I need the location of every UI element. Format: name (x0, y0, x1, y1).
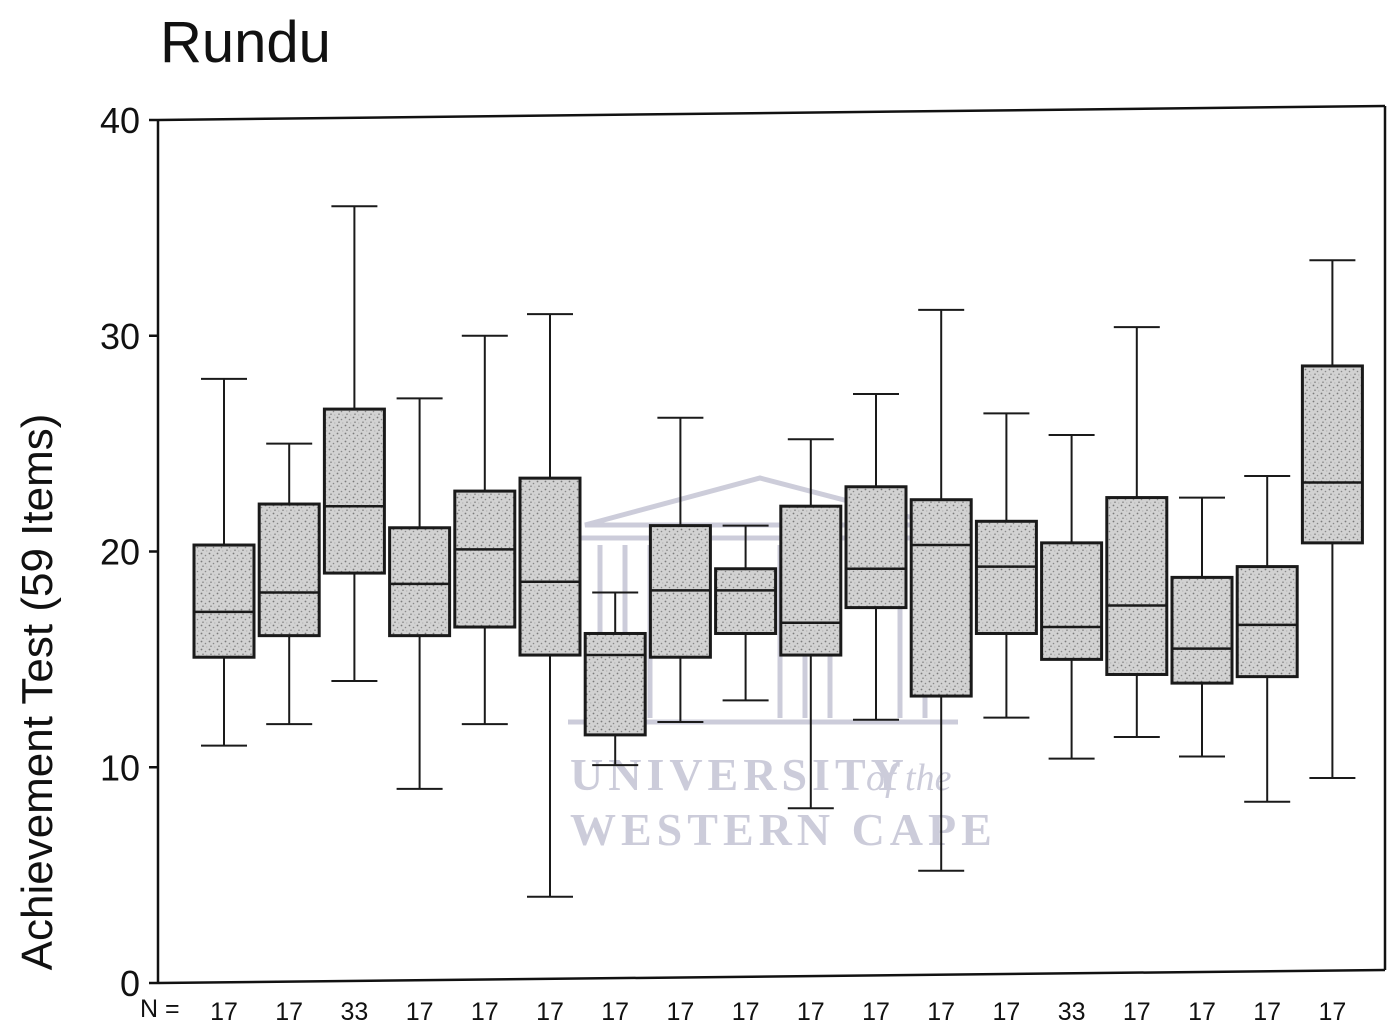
n-label: 17 (1253, 998, 1281, 1023)
box-group (909, 308, 973, 872)
y-tick-label: 10 (100, 747, 140, 788)
box-series (192, 205, 1364, 898)
y-tick-label: 40 (100, 100, 140, 141)
iqr-box (453, 489, 517, 629)
y-axis-label: Achievement Test (59 Items) (13, 414, 62, 971)
top-border (157, 104, 1386, 122)
n-prefix-label: N = (140, 995, 180, 1023)
iqr-box (518, 476, 582, 657)
n-label: 17 (797, 998, 825, 1023)
x-axis-line (157, 968, 1386, 985)
box-group (714, 524, 778, 702)
iqr-box (1105, 496, 1169, 676)
iqr-box (714, 567, 778, 635)
n-label: 17 (536, 998, 564, 1023)
box-group (844, 393, 908, 721)
watermark-line1-suffix: of the (866, 757, 952, 799)
box-group (322, 205, 386, 682)
iqr-box (779, 504, 843, 657)
box-group (1235, 474, 1299, 803)
y-tick-label: 20 (100, 532, 140, 573)
iqr-box (322, 407, 386, 575)
n-label: 17 (471, 998, 499, 1023)
n-label: 33 (1058, 998, 1086, 1023)
n-label: 17 (732, 998, 760, 1023)
iqr-box (583, 631, 647, 737)
n-label: 17 (862, 998, 890, 1023)
n-label: 17 (992, 998, 1020, 1023)
box-group (1105, 326, 1169, 739)
y-tick-label: 30 (100, 316, 140, 357)
iqr-box (909, 498, 973, 698)
n-label: 17 (275, 998, 303, 1023)
iqr-box (1170, 575, 1234, 685)
box-group (1300, 259, 1364, 780)
box-group (453, 334, 517, 726)
n-label: 17 (406, 998, 434, 1023)
iqr-box (974, 519, 1038, 635)
iqr-box (1300, 364, 1364, 545)
iqr-box (388, 526, 452, 638)
y-tick-label: 0 (120, 963, 140, 1004)
box-group (518, 313, 582, 898)
iqr-box (192, 543, 256, 659)
n-label: 17 (1318, 998, 1346, 1023)
iqr-box (844, 485, 908, 610)
n-label: 17 (1188, 998, 1216, 1023)
chart-title: Rundu (160, 10, 331, 75)
n-label: 17 (666, 998, 694, 1023)
iqr-box (1040, 541, 1104, 661)
iqr-box (257, 502, 321, 638)
n-label: 33 (340, 998, 368, 1023)
iqr-box (1235, 565, 1299, 679)
box-group (1040, 433, 1104, 760)
n-label: 17 (210, 998, 238, 1023)
box-group (388, 397, 452, 790)
watermark-line1: UNIVERSITY (570, 749, 909, 800)
box-group (648, 416, 712, 723)
box-group (779, 438, 843, 810)
n-label: 17 (601, 998, 629, 1023)
watermark-line2: WESTERN CAPE (570, 804, 997, 855)
box-group (192, 377, 256, 747)
box-group (583, 591, 647, 767)
box-group (1170, 496, 1234, 758)
box-group (974, 412, 1038, 719)
n-label: 17 (927, 998, 955, 1023)
y-axis-ticks: 0 10 20 30 40 (100, 100, 158, 1004)
sample-size-labels: N = 17 17 33 17 17 17 17 17 17 17 17 17 17 33 17 17 17 17 (140, 995, 1346, 1023)
n-label: 17 (1123, 998, 1151, 1023)
box-group (257, 442, 321, 726)
